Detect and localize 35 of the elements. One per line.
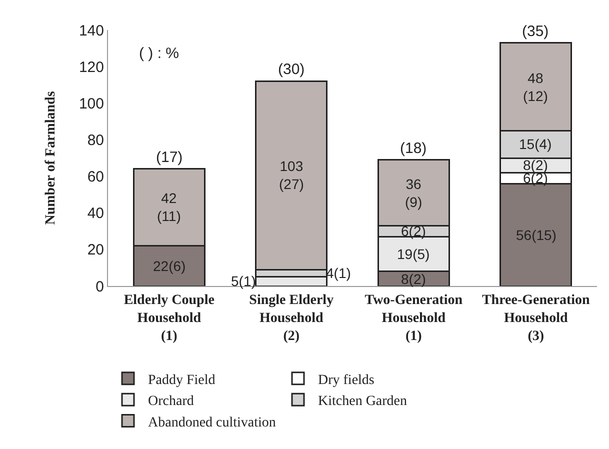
y-tick-label: 140	[78, 22, 104, 40]
data-label: 4(1)	[326, 265, 351, 281]
legend-label: Kitchen Garden	[318, 394, 408, 410]
annotation: (18)	[400, 140, 427, 157]
y-tick-label: 80	[87, 132, 104, 149]
data-label: 42 (11)	[157, 190, 181, 224]
data-label: 15(4)	[519, 136, 552, 152]
data-label: 103 (27)	[279, 158, 304, 192]
annotation: (35)	[522, 23, 549, 40]
legend-label: Orchard	[148, 394, 194, 410]
y-tick-label: 120	[78, 58, 104, 76]
legend-label: Dry fields	[318, 372, 374, 388]
x-tick-label: Elderly Couple Household (1)	[124, 292, 214, 344]
annotation: (30)	[278, 61, 305, 78]
data-label: 8(2)	[523, 157, 548, 173]
data-label: 22(6)	[153, 258, 186, 274]
annotation: (17)	[156, 149, 183, 166]
data-label: 36 (9)	[405, 176, 422, 210]
x-tick-label: Three-Generation Household (3)	[482, 292, 590, 344]
y-tick-label: 100	[78, 95, 104, 112]
y-tick-label: 40	[87, 205, 104, 222]
x-tick-label: Single Elderly Household (2)	[249, 292, 334, 344]
data-label: 48 (12)	[523, 70, 548, 104]
x-tick-label: Two-Generation Household (1)	[364, 292, 463, 344]
y-tick-label: 60	[87, 168, 104, 186]
data-label: 8(2)	[401, 271, 426, 287]
y-axis-title: Number of Farmlands	[44, 90, 59, 225]
data-label: 5(1)	[231, 273, 256, 289]
y-tick-label: 20	[87, 242, 104, 259]
legend-label: Paddy Field	[148, 372, 216, 388]
y-tick-label: 0	[96, 278, 104, 296]
annotation: ( ) : %	[139, 45, 179, 62]
legend-label: Abandoned cultivation	[148, 415, 276, 430]
data-label: 56(15)	[516, 227, 556, 243]
data-label: 19(5)	[397, 246, 430, 262]
